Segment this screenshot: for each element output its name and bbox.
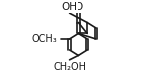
Text: OCH₃: OCH₃ bbox=[32, 34, 57, 44]
Text: OH: OH bbox=[62, 2, 78, 12]
Text: O: O bbox=[74, 2, 83, 12]
Text: CH₂OH: CH₂OH bbox=[53, 62, 86, 72]
